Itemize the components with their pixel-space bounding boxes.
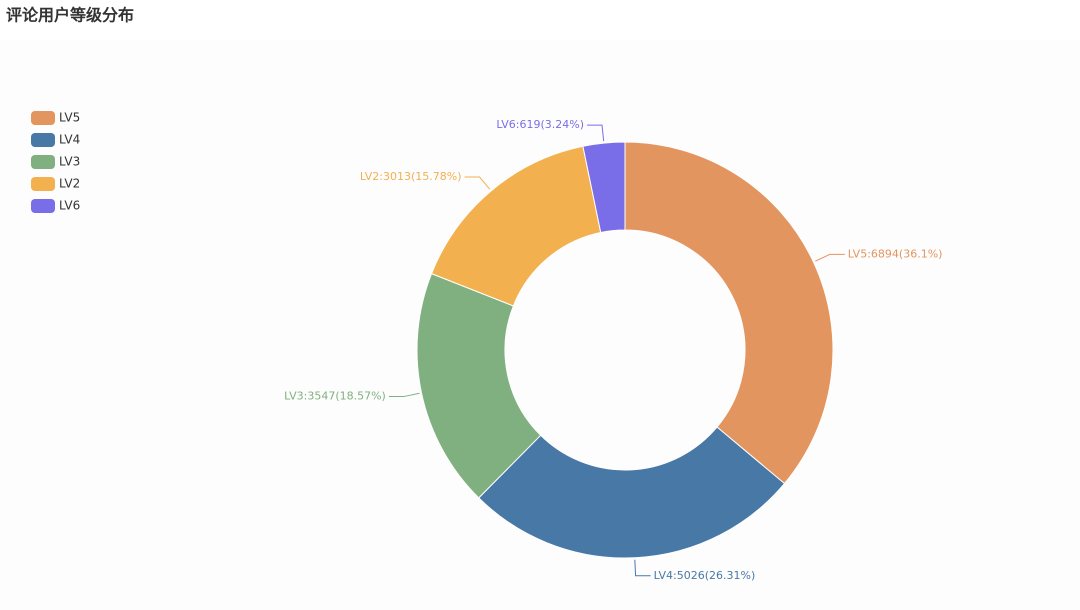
donut-slice: [478, 426, 786, 559]
legend-label: LV6: [59, 199, 80, 213]
chart-title: 评论用户等级分布: [6, 6, 134, 25]
legend-label: LV3: [59, 155, 80, 169]
legend-swatch: [31, 133, 55, 147]
data-label: LV5:6894(36.1%): [848, 247, 943, 260]
data-label: LV3:3547(18.57%): [284, 390, 386, 403]
legend-label: LV5: [59, 111, 80, 125]
legend-swatch: [31, 199, 55, 213]
data-label: LV4:5026(26.31%): [654, 569, 756, 582]
donut-slice: [624, 141, 834, 485]
legend-swatch: [31, 177, 55, 191]
leader-line: [388, 392, 420, 398]
leader-line: [634, 559, 651, 577]
leader-line: [815, 253, 845, 262]
leader-line: [464, 176, 491, 190]
donut-slice: [416, 272, 542, 499]
legend-label: LV2: [59, 177, 80, 191]
donut-slice: [582, 141, 626, 234]
data-label: LV6:619(3.24%): [496, 118, 584, 131]
leader-line: [587, 124, 605, 142]
legend-swatch: [31, 155, 55, 169]
legend-label: LV4: [59, 133, 80, 147]
data-label: LV2:3013(15.78%): [360, 170, 462, 183]
legend-swatch: [31, 111, 55, 125]
